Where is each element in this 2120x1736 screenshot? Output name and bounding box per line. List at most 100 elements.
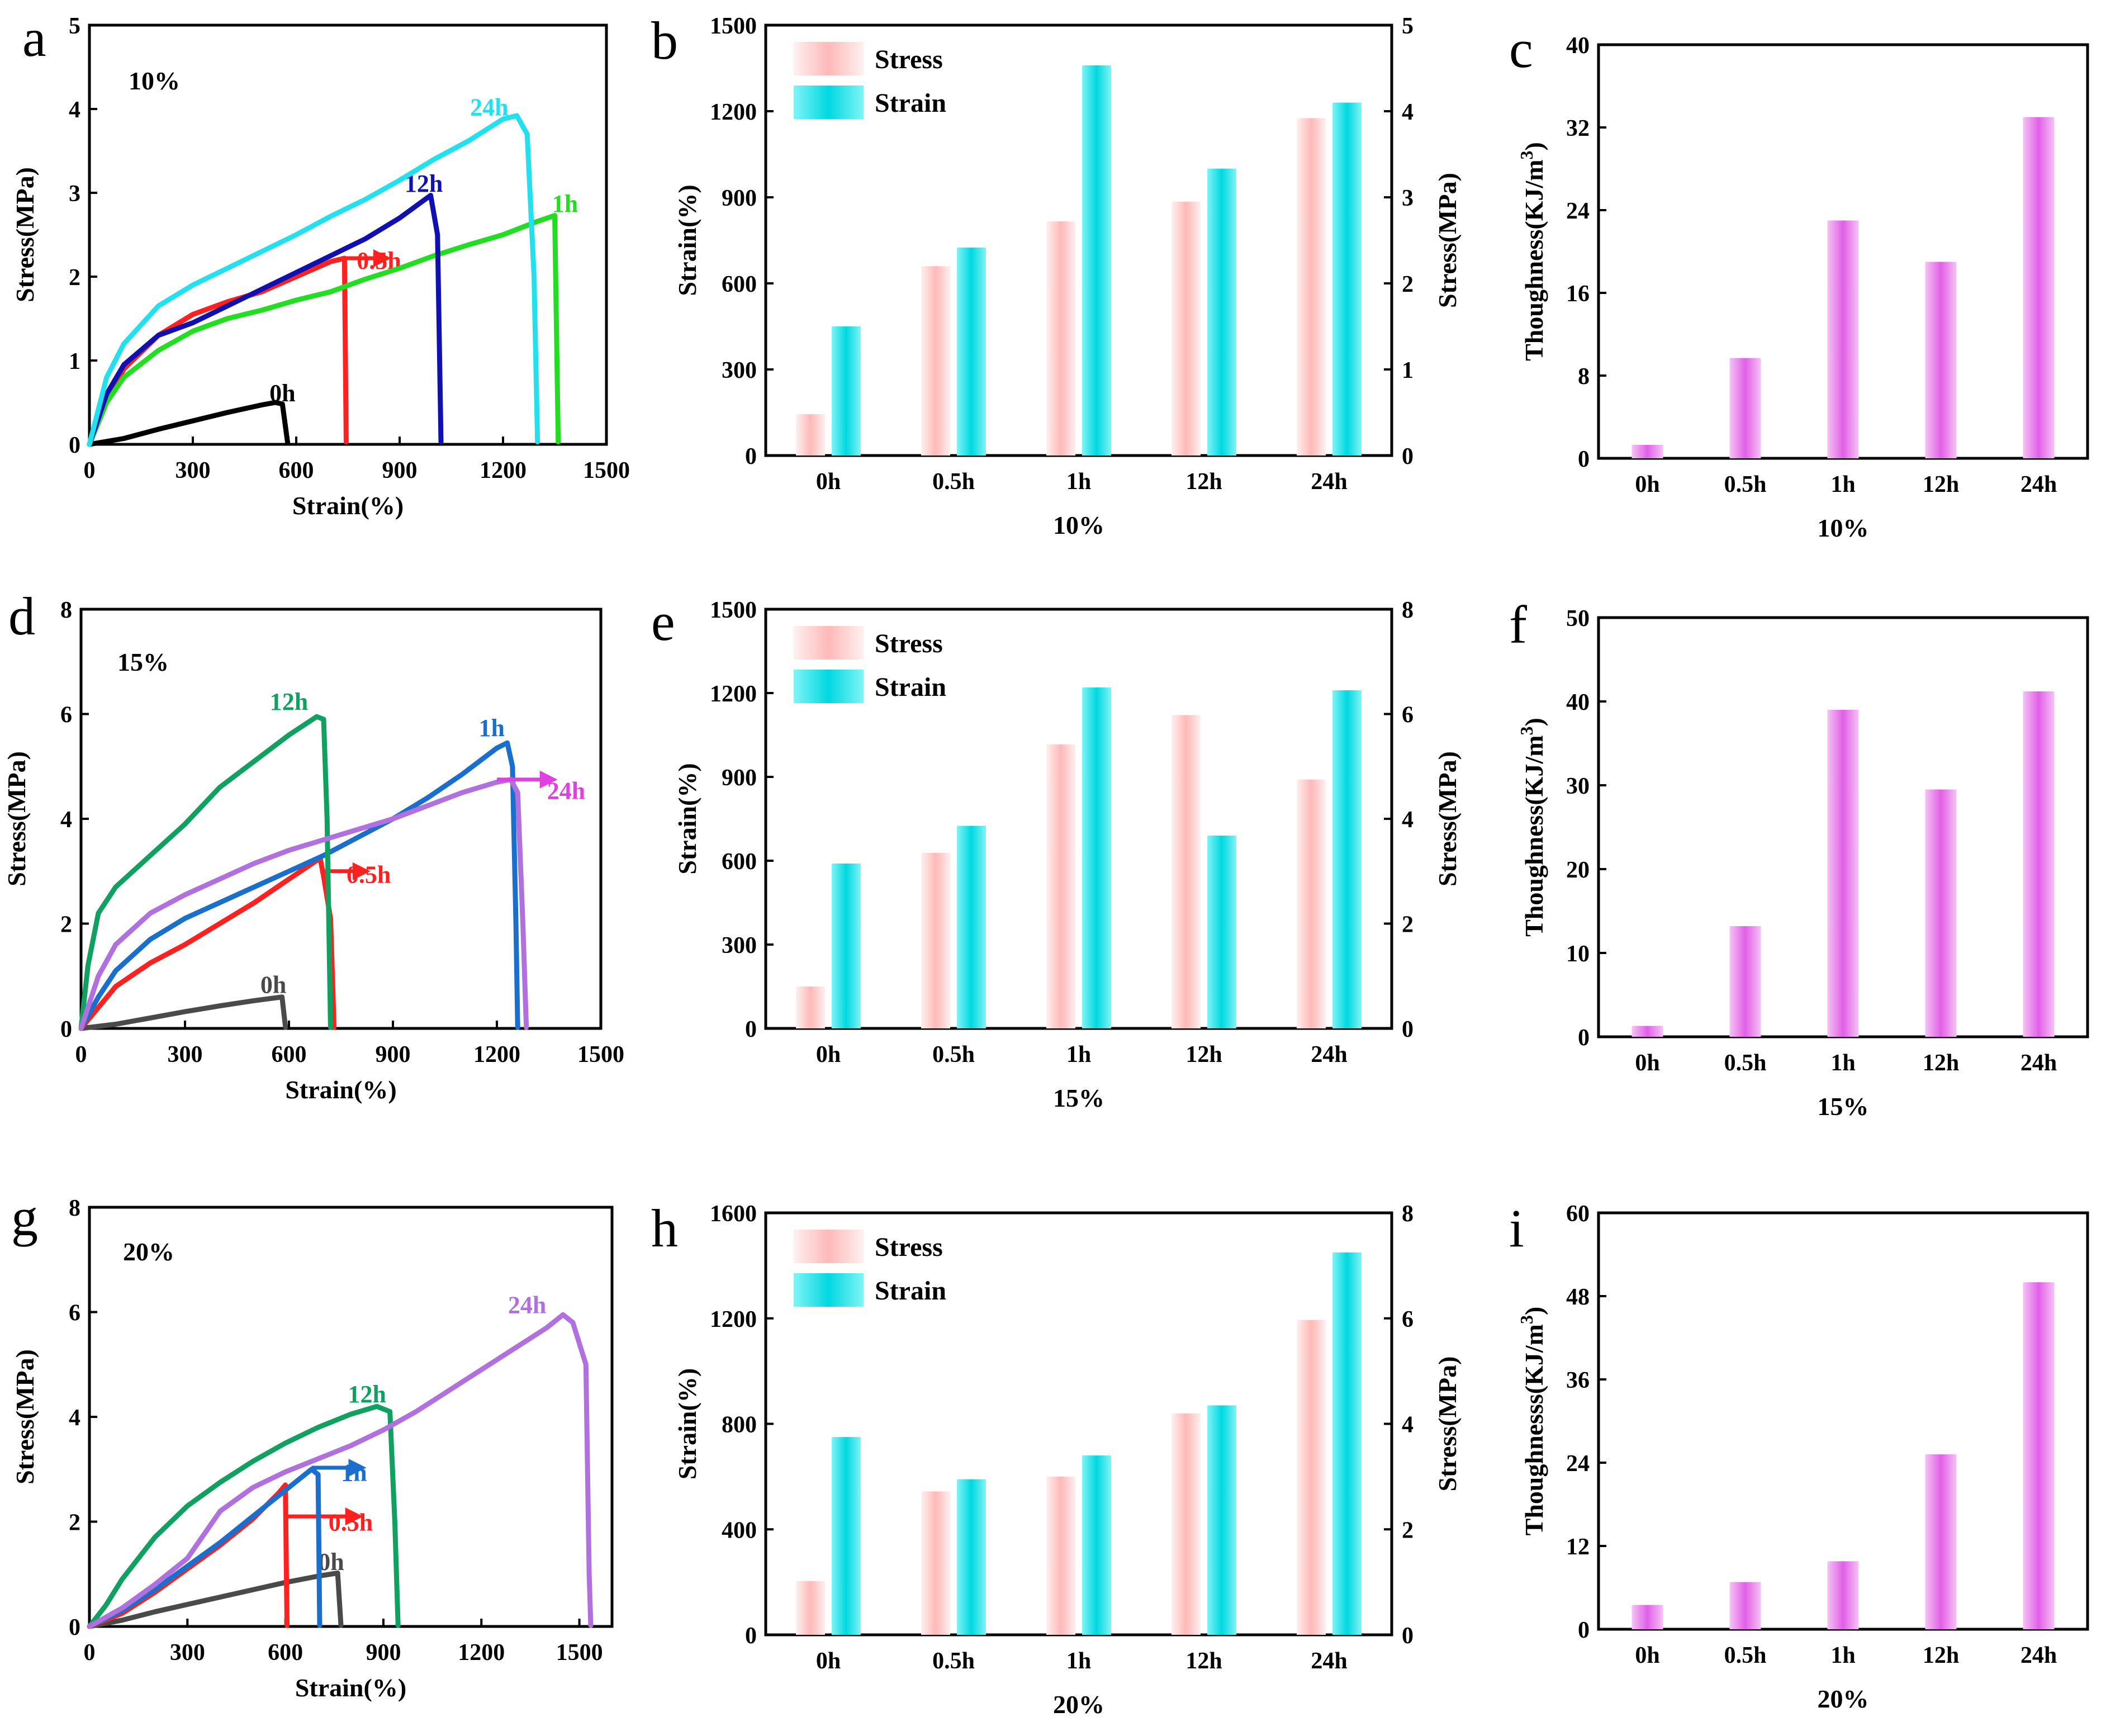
d-y-tick-label: 4 bbox=[60, 807, 72, 833]
g-series-label-24h: 24h bbox=[508, 1291, 546, 1318]
b-right-tick-label: 5 bbox=[1402, 13, 1414, 39]
f-bar-toughness bbox=[2023, 691, 2055, 1037]
b-bar-stress bbox=[921, 266, 950, 456]
b-right-tick-label: 3 bbox=[1402, 186, 1414, 211]
i-category-label: 0.5h bbox=[1724, 1643, 1767, 1668]
e-legend-label-stress: Stress bbox=[875, 629, 943, 658]
e-right-tick-label: 4 bbox=[1402, 807, 1414, 833]
g-x-tick-label: 300 bbox=[170, 1640, 205, 1666]
d-series-line-1h bbox=[78, 740, 520, 1031]
b-bar-stress bbox=[796, 414, 825, 456]
g-panel-title: 20% bbox=[123, 1237, 174, 1266]
e-left-axis-label: Strain(%) bbox=[673, 763, 701, 874]
i-category-label: 0h bbox=[1635, 1643, 1659, 1668]
b-bar-strain bbox=[832, 326, 861, 456]
h-bar-strain bbox=[1207, 1405, 1236, 1635]
e-right-tick-label: 0 bbox=[1402, 1017, 1414, 1042]
b-right-tick-label: 1 bbox=[1402, 358, 1414, 383]
b-legend-label-stress: Stress bbox=[875, 45, 943, 74]
g-arrow-head-1h bbox=[348, 1458, 367, 1477]
b-bar-strain bbox=[1332, 102, 1362, 456]
c-y-axis-label-main: Thoughness(KJ/m bbox=[1520, 159, 1548, 361]
c-y-tick-label: 16 bbox=[1566, 281, 1590, 307]
e-left-tick-label: 600 bbox=[722, 849, 757, 875]
e-legend-swatch-strain bbox=[794, 670, 864, 703]
c-category-label: 1h bbox=[1830, 472, 1855, 497]
f-y-tick-label: 30 bbox=[1566, 774, 1590, 799]
h-category-label: 0h bbox=[816, 1648, 841, 1674]
f-y-axis-label-main: Thoughness(KJ/m bbox=[1520, 735, 1548, 936]
i-y-tick-label: 24 bbox=[1566, 1451, 1590, 1477]
b-bar-strain bbox=[1082, 65, 1111, 456]
b-category-label: 0h bbox=[816, 469, 841, 495]
h-bar-strain bbox=[1082, 1455, 1111, 1635]
d-series-line-0.5h bbox=[78, 855, 337, 1031]
b-category-label: 24h bbox=[1311, 469, 1347, 495]
h-left-tick-label: 1600 bbox=[710, 1201, 757, 1227]
a-plot-frame bbox=[88, 23, 608, 446]
figure-panels: a0 300 600 900 1200 1500012345Strain(%)Stress… bbox=[2, 8, 2089, 1719]
e-category-label: 1h bbox=[1066, 1042, 1091, 1068]
a-x-axis-label: Strain(%) bbox=[292, 491, 404, 520]
h-bar-stress bbox=[1046, 1476, 1075, 1635]
i-bar-toughness bbox=[1729, 1582, 1761, 1629]
h-legend-label-strain: Strain bbox=[875, 1276, 946, 1306]
a-y-tick-label: 2 bbox=[69, 265, 80, 291]
h-right-tick-label: 8 bbox=[1402, 1201, 1414, 1227]
f-panel-letter: f bbox=[1509, 595, 1527, 654]
e-bar-stress bbox=[921, 852, 950, 1028]
a-series-label-24h: 24h bbox=[470, 94, 508, 121]
h-right-tick-label: 4 bbox=[1402, 1412, 1414, 1438]
i-y-tick-label: 36 bbox=[1566, 1368, 1590, 1393]
e-bar-strain bbox=[957, 826, 986, 1028]
g-x-tick-label: 600 bbox=[268, 1640, 303, 1666]
b-legend-swatch-strain bbox=[794, 86, 864, 119]
h-left-tick-label: 800 bbox=[722, 1412, 757, 1438]
h-category-label: 12h bbox=[1185, 1648, 1222, 1674]
e-right-axis-label: Stress(MPa) bbox=[1433, 751, 1462, 886]
h-bar-stress bbox=[796, 1581, 825, 1635]
e-bar-stress bbox=[1172, 715, 1201, 1028]
i-category-label: 24h bbox=[2021, 1643, 2057, 1668]
c-y-tick-label: 32 bbox=[1566, 116, 1590, 141]
b-x-axis-label: 10% bbox=[1053, 511, 1104, 539]
b-bar-stress bbox=[1046, 221, 1075, 456]
f-y-axis-label-sup: 3 bbox=[1516, 726, 1536, 735]
c-panel-letter: c bbox=[1509, 19, 1533, 79]
i-y-tick-label: 12 bbox=[1566, 1534, 1590, 1560]
c-y-axis-label: Thoughness(KJ/m3) bbox=[1516, 142, 1548, 361]
a-y-tick-label: 1 bbox=[69, 349, 80, 374]
b-category-label: 1h bbox=[1066, 469, 1091, 495]
a-x-tick-label: 1200 bbox=[480, 458, 527, 483]
i-y-tick-label: 48 bbox=[1566, 1284, 1590, 1310]
a-series-line-0h bbox=[87, 400, 291, 447]
i-bar-toughness bbox=[1632, 1605, 1663, 1629]
h-right-tick-label: 0 bbox=[1402, 1623, 1414, 1649]
c-category-label: 24h bbox=[2021, 472, 2057, 497]
a-y-tick-label: 3 bbox=[69, 181, 80, 207]
d-y-tick-label: 6 bbox=[60, 703, 72, 728]
i-y-tick-label: 0 bbox=[1578, 1618, 1590, 1643]
d-x-tick-label: 1200 bbox=[473, 1042, 520, 1068]
e-left-tick-label: 0 bbox=[745, 1017, 757, 1042]
b-left-tick-label: 1500 bbox=[710, 13, 757, 39]
d-y-tick-label: 8 bbox=[60, 597, 72, 623]
e-x-axis-label: 15% bbox=[1053, 1084, 1104, 1112]
g-y-tick-label: 6 bbox=[69, 1301, 80, 1326]
i-category-label: 1h bbox=[1830, 1643, 1855, 1668]
i-y-axis-label-sup: 3 bbox=[1516, 1315, 1536, 1324]
b-left-tick-label: 600 bbox=[722, 272, 757, 297]
c-bar-toughness bbox=[2023, 117, 2055, 458]
i-y-tick-label: 60 bbox=[1566, 1201, 1590, 1227]
i-panel-letter: i bbox=[1509, 1198, 1524, 1258]
b-category-label: 12h bbox=[1185, 469, 1222, 495]
a-panel-title: 10% bbox=[129, 67, 180, 95]
e-category-label: 24h bbox=[1311, 1042, 1347, 1068]
e-left-tick-label: 900 bbox=[722, 765, 757, 791]
b-bar-stress bbox=[1172, 201, 1201, 456]
b-left-axis-label: Strain(%) bbox=[673, 184, 701, 296]
g-panel-letter: g bbox=[11, 1187, 38, 1247]
d-series-line-24h bbox=[78, 777, 529, 1031]
f-y-axis-label-end: ) bbox=[1520, 718, 1548, 726]
c-bar-toughness bbox=[1925, 262, 1957, 458]
